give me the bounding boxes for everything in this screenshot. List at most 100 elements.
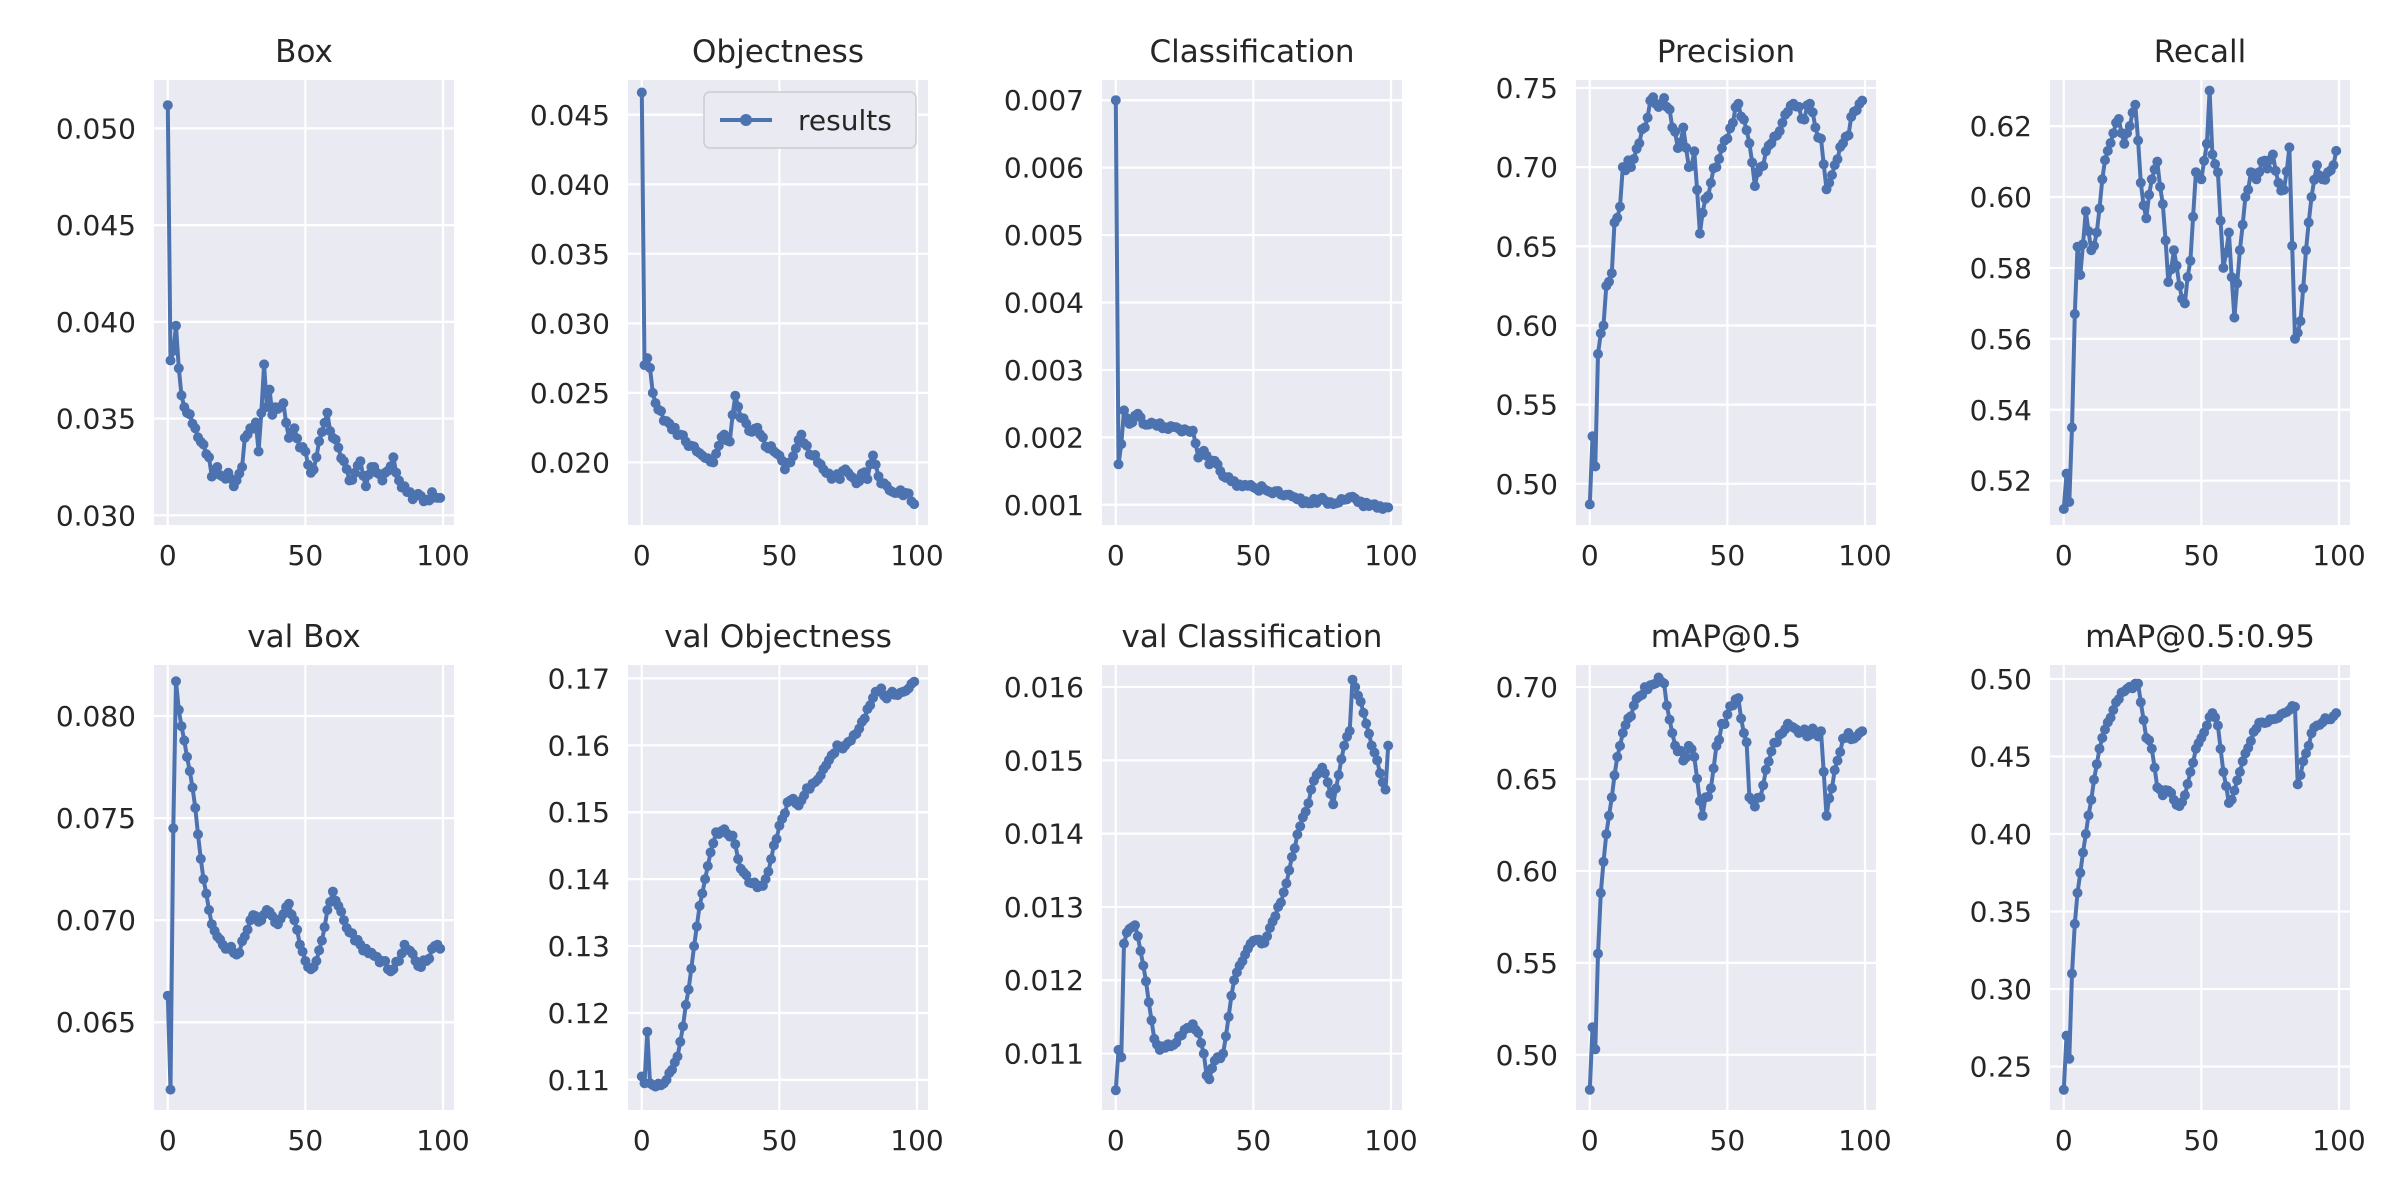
data-point xyxy=(1207,1063,1218,1074)
data-point xyxy=(2229,785,2240,796)
data-point xyxy=(2083,226,2094,237)
data-point xyxy=(2100,155,2110,166)
data-point xyxy=(184,409,195,420)
data-point xyxy=(1634,138,1645,149)
y-tick-label: 0.40 xyxy=(1970,818,2032,851)
data-point xyxy=(859,713,870,724)
data-point xyxy=(1824,177,1835,188)
data-point xyxy=(363,469,374,480)
data-point xyxy=(1738,728,1749,738)
x-tick-label: 50 xyxy=(2184,1124,2220,1157)
data-point xyxy=(2061,468,2072,479)
x-tick-label: 50 xyxy=(2184,539,2220,572)
data-point xyxy=(380,956,391,966)
data-point xyxy=(1747,157,1758,168)
data-point xyxy=(162,100,173,111)
y-tick-label: 0.14 xyxy=(548,863,610,896)
y-tick-label: 0.16 xyxy=(548,729,610,762)
data-point xyxy=(2089,240,2099,251)
panel-val-classification: 0 50 100 0.011 0.012 0.013 0.014 0.015 0.016 val … xyxy=(1004,619,1418,1157)
data-point xyxy=(2223,227,2234,238)
data-point xyxy=(1593,948,1603,959)
data-point xyxy=(1727,117,1738,128)
data-point xyxy=(1601,829,1612,840)
x-tick-label: 100 xyxy=(416,539,469,572)
data-point xyxy=(1639,122,1650,133)
data-point xyxy=(730,390,741,401)
data-point xyxy=(730,839,741,850)
data-point xyxy=(1799,114,1810,125)
panel-map-0-5-0-95: 0 50 100 0.25 0.30 0.35 0.40 0.45 0.50 mAP@0.5:0.… xyxy=(1970,619,2366,1157)
data-point xyxy=(341,464,352,475)
data-point xyxy=(1119,938,1129,949)
y-tick-label: 0.070 xyxy=(56,904,136,937)
data-point xyxy=(708,838,719,849)
data-point xyxy=(2298,283,2309,294)
data-point xyxy=(2138,715,2149,726)
x-tick-label: 50 xyxy=(1236,1124,1272,1157)
x-tick-label: 100 xyxy=(1364,539,1417,572)
legend-frame xyxy=(703,91,917,149)
data-point xyxy=(2210,712,2221,723)
x-tick-label: 100 xyxy=(416,1124,469,1157)
data-point xyxy=(2226,794,2237,805)
data-point xyxy=(2133,135,2144,146)
data-point xyxy=(171,676,181,687)
data-point xyxy=(190,802,201,813)
data-point xyxy=(289,915,300,926)
data-point xyxy=(2119,138,2130,149)
data-point xyxy=(292,924,303,935)
data-point xyxy=(2232,278,2243,289)
data-point xyxy=(1659,93,1670,103)
data-point xyxy=(1289,843,1300,854)
panel-recall: 0 50 100 0.52 0.54 0.56 0.58 0.60 0.62 Recall xyxy=(1970,34,2366,572)
data-point xyxy=(2061,1030,2072,1041)
y-tick-label: 0.65 xyxy=(1496,230,1558,263)
plot-area-precision xyxy=(1576,80,1876,525)
data-point xyxy=(2320,174,2331,185)
x-tick-label: 50 xyxy=(288,539,324,572)
data-point xyxy=(854,476,865,487)
data-point xyxy=(801,440,812,451)
data-point xyxy=(2245,736,2256,746)
y-tick-label: 0.001 xyxy=(1004,489,1084,522)
data-point xyxy=(1319,768,1330,779)
data-point xyxy=(2262,163,2273,174)
data-point xyxy=(1116,439,1127,450)
data-point xyxy=(1678,122,1689,133)
data-point xyxy=(1146,1015,1157,1026)
x-tick-label: 50 xyxy=(762,539,798,572)
data-point xyxy=(1738,114,1749,125)
data-point xyxy=(2278,184,2289,195)
data-point xyxy=(713,440,724,451)
panel-title-precision: Precision xyxy=(1657,34,1795,70)
data-point xyxy=(763,866,774,877)
data-point xyxy=(2113,114,2124,124)
panel-title-val-box: val Box xyxy=(247,619,360,655)
data-point xyxy=(1606,268,1617,279)
x-tick-label: 0 xyxy=(159,539,177,572)
plot-area-recall xyxy=(2050,80,2350,525)
data-point xyxy=(2064,497,2075,507)
data-point xyxy=(1816,133,1826,144)
legend-marker-icon xyxy=(740,114,752,126)
y-tick-label: 0.075 xyxy=(56,802,136,835)
data-point xyxy=(2094,203,2105,214)
data-point xyxy=(1659,678,1670,689)
data-point xyxy=(165,355,176,366)
data-point xyxy=(672,1051,683,1062)
data-point xyxy=(1689,146,1700,157)
data-point xyxy=(173,704,184,715)
data-point xyxy=(2067,422,2077,433)
data-point xyxy=(796,429,807,440)
data-point xyxy=(2303,740,2314,751)
data-point xyxy=(300,446,311,457)
data-point xyxy=(1375,768,1385,779)
x-tick-label: 50 xyxy=(1710,1124,1746,1157)
panel-title-map-0-5-0-95: mAP@0.5:0.95 xyxy=(2085,619,2315,655)
data-point xyxy=(2212,167,2223,178)
data-point xyxy=(201,888,212,899)
data-point xyxy=(173,363,184,374)
data-point xyxy=(766,854,777,865)
